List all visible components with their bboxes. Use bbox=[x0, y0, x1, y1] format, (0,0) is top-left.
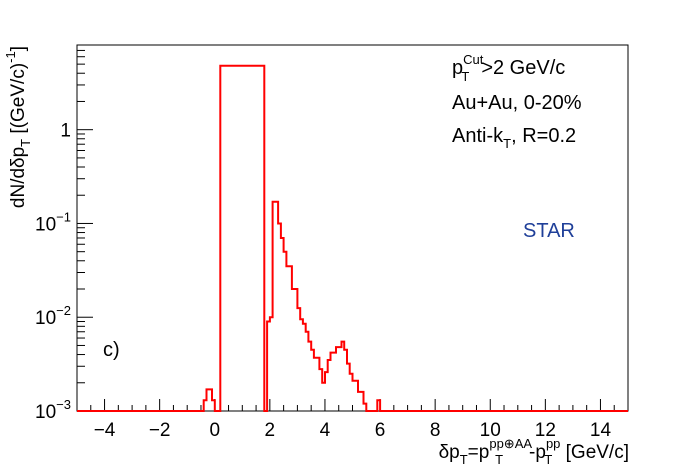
panel-label: c) bbox=[103, 339, 120, 361]
x-tick-label: 0 bbox=[209, 420, 220, 441]
y-tick-label: 1 bbox=[60, 121, 71, 142]
y-axis-ticks: 10−3 10−2 10−1 1 bbox=[35, 44, 93, 423]
x-tick-label: 4 bbox=[320, 420, 331, 441]
x-tick-label: 12 bbox=[535, 420, 556, 441]
y-tick-label: 10−3 bbox=[35, 397, 71, 423]
annotation-collision-system: Au+Au, 0-20% bbox=[452, 92, 582, 114]
y-axis-label: dN/dδpT [(GeV/c)-1] bbox=[3, 46, 33, 208]
x-tick-label: 10 bbox=[480, 420, 501, 441]
x-tick-label: 14 bbox=[590, 420, 612, 441]
experiment-label: STAR bbox=[523, 220, 575, 242]
y-tick-label: 10−2 bbox=[35, 303, 71, 329]
annotation-pt-cut: pCut T >2 GeV/c bbox=[452, 52, 565, 84]
x-tick-label: 2 bbox=[265, 420, 276, 441]
x-tick-label: 6 bbox=[375, 420, 386, 441]
x-tick-label: −2 bbox=[149, 420, 171, 441]
x-tick-label: −4 bbox=[94, 420, 116, 441]
x-axis-ticks: −4 −2 0 2 4 6 8 10 12 14 bbox=[76, 399, 629, 441]
x-axis-label: δpT=ppp⊕AA T -ppp T [GeV/c] bbox=[439, 436, 629, 467]
y-tick-label: 10−1 bbox=[35, 209, 71, 235]
histogram-series-line bbox=[77, 64, 628, 412]
x-tick-label: 8 bbox=[430, 420, 441, 441]
annotation-jet-algorithm: Anti-kT, R=0.2 bbox=[452, 125, 576, 151]
